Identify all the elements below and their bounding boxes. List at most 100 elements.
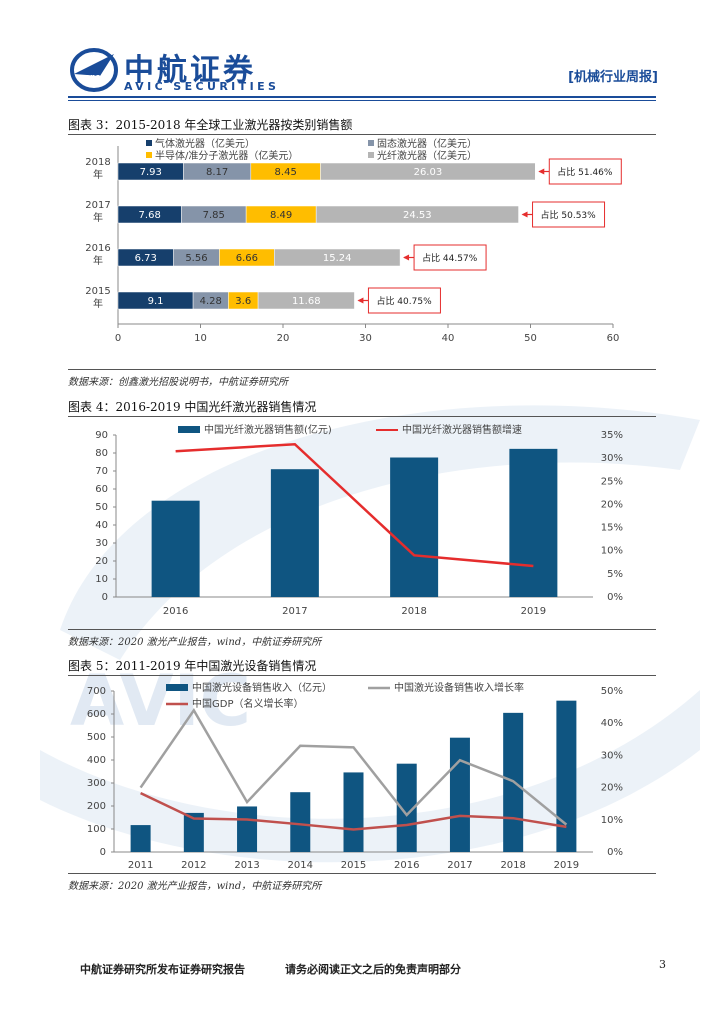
avic-logo: AVIC (70, 48, 118, 92)
y-tick-label: 500 (87, 732, 106, 743)
data-label: 11.68 (292, 296, 321, 307)
bar-segment (257, 291, 355, 310)
growth-line (175, 442, 534, 568)
bar (290, 792, 311, 852)
y2-tick-label: 30% (601, 453, 623, 464)
report-type-tag: [机械行业周报] (568, 70, 658, 85)
figure-3-top-rule (68, 134, 656, 135)
brand-name-cn: 中航证券 (124, 53, 256, 88)
legend-swatch (368, 152, 374, 158)
data-label: 24.53 (403, 210, 432, 221)
annotation-box (548, 158, 622, 185)
x-tick-label: 40 (442, 333, 455, 344)
bar (509, 448, 558, 597)
annotation-text: 占比 44.57% (422, 252, 478, 264)
figure-4-chart: 中国光纤激光器销售额(亿元) 中国光纤激光器销售额增速 0 10 20 30 40 50 60 7… (95, 423, 623, 617)
brand-name-en: AVIC SECURITIES (124, 80, 280, 93)
x-tick-label: 2018 (500, 860, 525, 871)
logo-text: AVIC (82, 74, 100, 82)
figure-4-title: 图表 4：2016-2019 中国光纤激光器销售情况 (68, 400, 317, 414)
legend-swatch (146, 140, 152, 146)
bar (556, 700, 577, 852)
x-tick-label: 30 (359, 333, 372, 344)
annotation-text: 占比 50.53% (541, 209, 597, 221)
y-tick-label: 0 (102, 592, 108, 603)
y-tick-label: 30 (95, 538, 108, 549)
y2-tick-label: 10% (601, 546, 623, 557)
legend-label: 光纤激光器（亿美元） (377, 149, 477, 162)
legend-swatch (368, 140, 374, 146)
x-tick-label: 60 (607, 333, 620, 344)
y-tick-label: 20 (95, 556, 108, 567)
data-label: 7.93 (140, 167, 162, 178)
x-tick-label: 50 (524, 333, 537, 344)
annotation-text: 占比 51.46% (557, 166, 613, 178)
data-label: 6.66 (236, 253, 258, 264)
bar (270, 469, 319, 597)
annotation-arrowhead (538, 168, 545, 175)
y-tick-label: 80 (95, 448, 108, 459)
y-tick-label: 2018 (85, 157, 110, 168)
y-tick-label: 2015 (85, 286, 110, 297)
y2-tick-label: 25% (601, 476, 623, 487)
bar (449, 737, 470, 852)
bar-segment (315, 205, 519, 224)
x-tick-label: 2011 (128, 860, 153, 871)
annotation-text: 占比 40.75% (376, 295, 432, 307)
y2-tick-label: 30% (601, 750, 623, 761)
bar (130, 825, 151, 852)
bar (151, 500, 200, 597)
data-label: 8.45 (275, 167, 297, 178)
y-tick-label: 600 (87, 709, 106, 720)
y2-tick-label: 0% (607, 592, 623, 603)
y2-tick-label: 35% (601, 430, 623, 441)
figure-4-bottom-rule (68, 629, 656, 630)
figure-4-source: 数据来源：2020 激光产业报告，wind，中航证券研究所 (68, 637, 322, 648)
data-label: 8.17 (206, 167, 228, 178)
y2-tick-label: 50% (601, 686, 623, 697)
legend-label: 气体激光器（亿美元） (155, 137, 255, 150)
legend-label: 中国GDP（名义增长率） (192, 697, 303, 710)
legend-label: 固态激光器（亿美元） (377, 137, 477, 150)
legend-swatch-bar (178, 426, 200, 433)
data-label: 7.68 (139, 210, 161, 221)
annotation-box (367, 287, 441, 314)
bar (396, 763, 417, 852)
x-tick-label: 2018 (401, 606, 426, 617)
data-label: 15.24 (323, 253, 352, 264)
legend-swatch (146, 152, 152, 158)
data-label: 8.49 (270, 210, 292, 221)
bar-segment (274, 248, 401, 267)
footer-disclaimer: 请务必阅读正文之后的免责声明部分 (285, 963, 461, 976)
annotation-arrowhead (403, 254, 410, 261)
y-tick-label: 300 (87, 778, 106, 789)
legend-label: 中国光纤激光器销售额(亿元) (204, 423, 332, 436)
annotation-box (413, 244, 487, 271)
data-label: 7.85 (203, 210, 225, 221)
y-tick-label: 年 (93, 254, 103, 267)
data-label: 5.56 (185, 253, 207, 264)
x-tick-label: 2013 (234, 860, 259, 871)
x-tick-label: 2017 (282, 606, 307, 617)
y-tick-label: 年 (93, 297, 103, 310)
y2-tick-label: 40% (601, 718, 623, 729)
x-tick-label: 2014 (288, 860, 313, 871)
footer-publisher: 中航证券研究所发布证券研究报告 (80, 963, 245, 976)
y-tick-label: 2017 (85, 200, 110, 211)
bar (183, 812, 204, 852)
annotation-arrowhead (357, 297, 364, 304)
revenue-growth-line (139, 707, 568, 826)
y-tick-label: 50 (95, 502, 108, 513)
x-tick-label: 2017 (447, 860, 472, 871)
y2-tick-label: 20% (601, 783, 623, 794)
x-tick-label: 2012 (181, 860, 206, 871)
figure-3-source: 数据来源：创鑫激光招股说明书，中航证券研究所 (68, 377, 288, 388)
figure-5-top-rule (68, 675, 656, 676)
x-tick-label: 2016 (163, 606, 188, 617)
x-tick-label: 10 (194, 333, 207, 344)
y-tick-label: 40 (95, 520, 108, 531)
y2-tick-label: 5% (607, 569, 623, 580)
bar (343, 772, 364, 852)
figure-4-top-rule (68, 416, 656, 417)
